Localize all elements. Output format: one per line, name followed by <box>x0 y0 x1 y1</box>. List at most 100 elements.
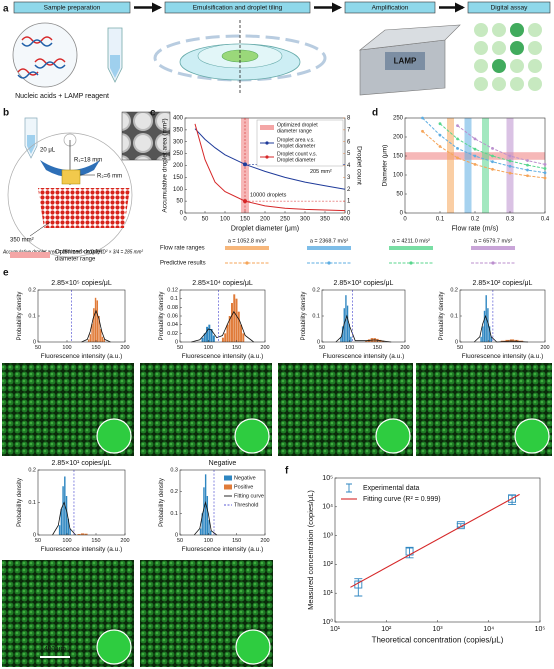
y-axis-label: Accumulative droplet area (mm²) <box>161 118 168 212</box>
chart-title: Negative <box>209 460 237 467</box>
series-line <box>422 117 546 174</box>
y-tick-label: 200 <box>393 135 404 141</box>
legend-swatch <box>224 484 232 490</box>
y-tick-label: 0.2 <box>312 287 320 293</box>
y-tick-label: 0.2 <box>170 489 178 495</box>
x-tick-label: 50 <box>177 538 183 544</box>
histogram-bar <box>208 519 210 535</box>
x-tick-label: 0.1 <box>436 217 445 223</box>
y-tick-label: 0 <box>175 339 178 345</box>
fitting-curve <box>52 501 76 536</box>
y-tick-label: 10⁵ <box>322 475 333 482</box>
histogram-bar <box>89 334 92 342</box>
y-axis-label: Diameter (μm) <box>381 145 388 187</box>
histogram-bar <box>203 333 206 342</box>
x-tick-label: 200 <box>260 217 271 223</box>
x-tick-label: 0.2 <box>471 217 480 223</box>
panel-label: d <box>372 108 378 119</box>
y-tick-label: 100 <box>173 187 184 193</box>
histogram-bar <box>87 339 90 342</box>
y-tick-label: 0 <box>175 532 178 538</box>
x-tick-label: 10⁵ <box>535 626 546 633</box>
histogram-bar <box>67 518 70 535</box>
histogram-bar <box>203 487 205 535</box>
legend-dot <box>491 261 495 265</box>
histogram-bar <box>340 336 342 342</box>
histogram-bar <box>226 324 229 342</box>
chart-title: 2.85×10⁵ copies/μL <box>51 280 112 287</box>
y-axis-label: Probability density <box>301 292 307 341</box>
y-tick-label: 10⁴ <box>322 504 333 511</box>
x-axis-label: Fluorescence intensity (a.u.) <box>462 353 544 360</box>
histogram-bar <box>224 333 227 342</box>
device-label: LAMP <box>394 57 417 66</box>
histogram-bar <box>221 337 224 342</box>
ref-point <box>243 162 247 167</box>
panel-a-art <box>12 1 551 96</box>
y-tick-label: 10² <box>323 561 334 568</box>
y-tick-label: 0.12 <box>167 287 178 293</box>
volume-label: 20 μL <box>40 148 56 154</box>
image-inset <box>235 629 271 665</box>
histogram-bar <box>482 326 484 342</box>
histogram-bar <box>346 305 349 342</box>
plot-frame <box>179 289 266 343</box>
x-tick-label: 100 <box>204 345 213 351</box>
legend-label: Optimized droplet <box>277 122 318 128</box>
x-tick-label: 0 <box>183 217 187 223</box>
histogram-bar <box>212 335 215 342</box>
legend-swatch <box>307 246 351 250</box>
x-tick-label: 10² <box>381 626 392 633</box>
y-axis-label: Measured concentration (copies/μL) <box>306 490 315 610</box>
histogram-bar <box>210 329 213 342</box>
predictive-point <box>526 168 529 172</box>
histogram-bar <box>233 294 236 342</box>
flow-rate-range <box>464 118 472 213</box>
plot-frame <box>37 469 126 536</box>
predictive-point <box>456 137 459 141</box>
histogram-bar <box>98 316 100 342</box>
histogram-bar <box>201 513 203 535</box>
y-tick-label: 0 <box>33 339 36 345</box>
predictive-point <box>543 176 547 180</box>
scale-bar-label: 400 μm <box>44 646 66 653</box>
y-tick-label: 0 <box>400 211 404 217</box>
chart-title: 2.85×10³ copies/μL <box>334 280 394 287</box>
legend-label: a = 1052.8 m/s² <box>228 238 267 244</box>
panel-b-art <box>7 111 171 258</box>
legend-label: Droplet area v.s. <box>277 137 315 143</box>
x-axis-label: Fluorescence intensity (a.u.) <box>182 546 264 553</box>
plot-frame <box>179 469 266 536</box>
step-label: Emulsification and droplet tiling <box>193 5 283 12</box>
series-line <box>194 123 346 212</box>
legend-label: Positive <box>234 484 253 490</box>
y-tick-label: 250 <box>173 151 184 157</box>
predictive-point <box>526 163 529 167</box>
y2-tick-label: 3 <box>347 175 351 181</box>
histogram-bar <box>348 323 350 342</box>
fitting-curve <box>473 314 529 343</box>
y-tick-label: 0.1 <box>28 500 36 506</box>
predictive-point <box>508 154 512 158</box>
histogram-bar <box>235 298 238 342</box>
x-tick-label: 200 <box>400 345 409 351</box>
predictive-point <box>508 159 512 163</box>
x-tick-label: 200 <box>260 538 269 544</box>
y-tick-label: 0.3 <box>170 467 178 473</box>
x-tick-label: 0.4 <box>541 217 550 223</box>
y-tick-label: 0.2 <box>28 287 36 293</box>
y-tick-label: 0.1 <box>312 313 320 319</box>
image-inset <box>96 629 132 665</box>
x-tick-label: 50 <box>35 538 41 544</box>
x-tick-label: 0 <box>403 217 407 223</box>
x-tick-label: 100 <box>62 538 71 544</box>
histogram-bar <box>343 308 345 342</box>
y-tick-label: 0.2 <box>28 467 36 473</box>
legend-label: Droplet count v.s. <box>277 151 317 157</box>
legend-dot <box>265 141 269 145</box>
y-tick-label: 0.04 <box>167 322 178 328</box>
histogram-bar <box>91 323 93 342</box>
error-bar <box>354 578 363 597</box>
legend-swatch <box>225 246 269 250</box>
x-tick-label: 150 <box>512 345 521 351</box>
